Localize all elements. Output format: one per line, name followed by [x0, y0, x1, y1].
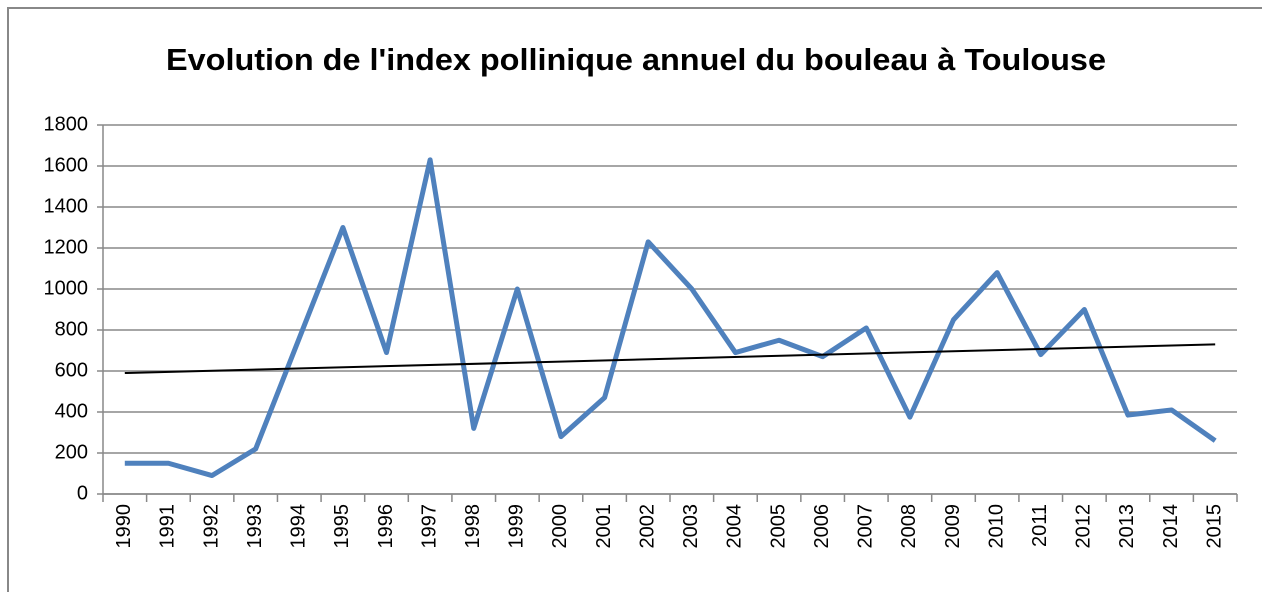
x-tick-label: 1990: [113, 504, 135, 549]
x-tick-label: 1993: [244, 504, 266, 549]
y-tick-label: 1400: [44, 195, 89, 217]
y-tick-label: 800: [55, 318, 88, 340]
trend-line: [124, 343, 1216, 375]
x-tick-label: 1994: [288, 504, 310, 549]
x-tick-label: 2015: [1203, 504, 1225, 549]
data-line: [124, 157, 1217, 479]
y-tick-label: 400: [55, 400, 88, 422]
x-tick-label: 2010: [985, 504, 1007, 549]
y-tick-label: 200: [55, 441, 88, 463]
x-tick-label: 2006: [811, 504, 833, 549]
x-tick-label: 1996: [375, 504, 397, 549]
x-tick-label: 2001: [593, 504, 615, 549]
x-tick-label: 1991: [157, 504, 179, 549]
x-tick-label: 2009: [942, 504, 964, 549]
x-tick-label: 1998: [462, 504, 484, 549]
x-tick-label: 2008: [898, 504, 920, 549]
x-tick-label: 2004: [724, 504, 746, 549]
x-tick-label: 1997: [418, 504, 440, 549]
x-tick-label: 2014: [1160, 504, 1182, 549]
x-tick-label: 2005: [767, 504, 789, 549]
chart-title: Evolution de l'index pollinique annuel d…: [166, 42, 1106, 77]
x-tick-label: 2012: [1073, 504, 1095, 549]
x-tick-label: 2011: [1029, 504, 1051, 547]
x-tick-label: 2003: [680, 504, 702, 549]
x-tick-label: 1995: [331, 504, 353, 549]
x-tick-label: 1992: [200, 504, 222, 549]
y-tick-label: 1200: [44, 236, 89, 258]
x-tick-label: 2007: [855, 504, 877, 549]
y-tick-label: 1000: [44, 277, 89, 299]
y-tick-label: 0: [77, 482, 88, 504]
y-tick-label: 1600: [44, 154, 89, 176]
x-tick-label: 2000: [549, 504, 571, 549]
x-tick-label: 1999: [506, 504, 528, 549]
y-tick-label: 1800: [44, 113, 89, 135]
x-tick-label: 2002: [636, 504, 658, 549]
y-tick-label: 600: [55, 359, 88, 381]
x-tick-label: 2013: [1116, 504, 1138, 549]
